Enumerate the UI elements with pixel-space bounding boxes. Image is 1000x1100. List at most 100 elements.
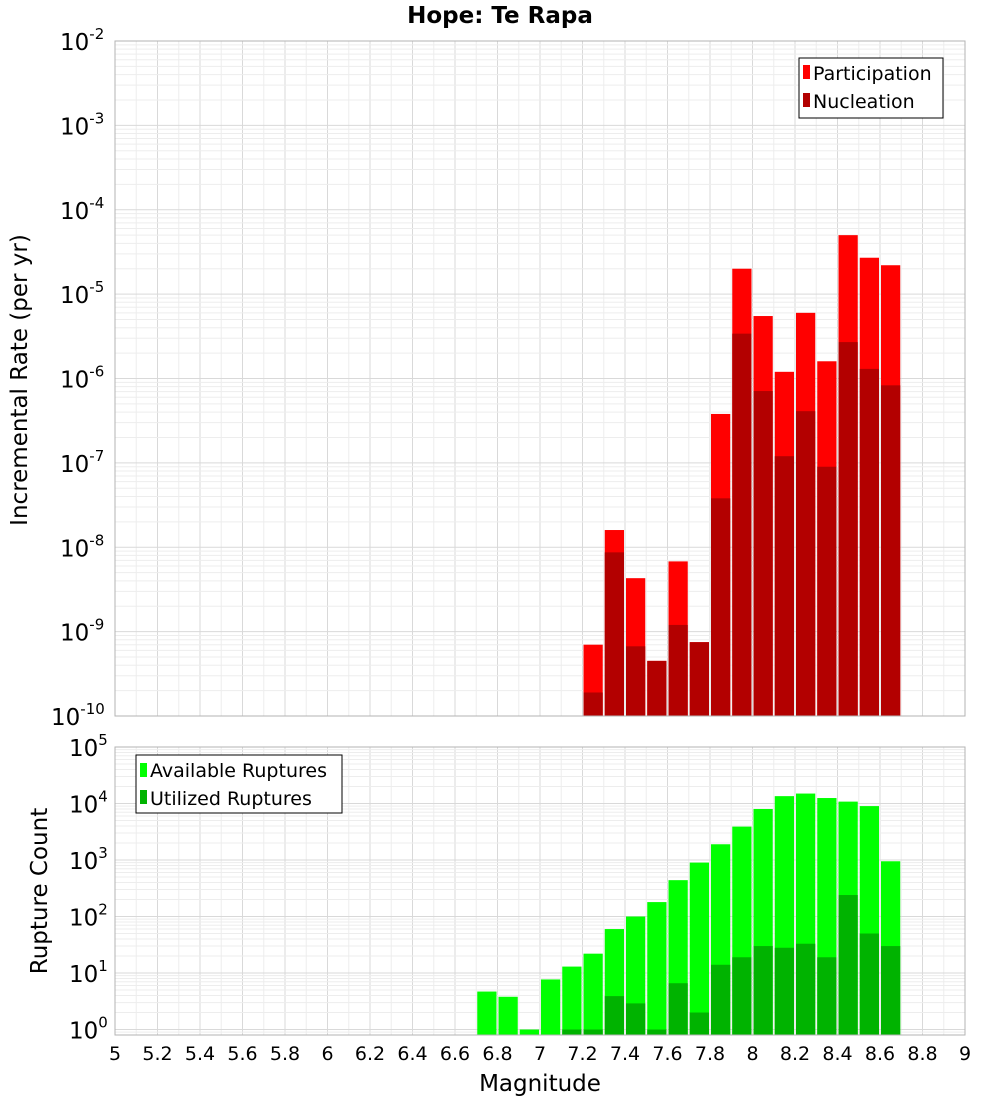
rupture-bar xyxy=(626,1003,646,1035)
rupture-bar xyxy=(711,964,731,1035)
magnitude-x-tick-labels: 5 5.2 5.4 5.6 5.8 6 6.2 6.4 6.6 6.8 7 7.2 7.4 7.6 7.8 8… xyxy=(109,1043,971,1065)
rupture-bar xyxy=(774,947,794,1035)
x-tick-label: 7.4 xyxy=(610,1043,640,1065)
rate-y-tick-label: 10-5 xyxy=(60,278,104,309)
x-tick-label: 6.6 xyxy=(440,1043,470,1065)
rate-bars xyxy=(583,235,901,716)
rupture-y-tick-label: 104 xyxy=(69,788,108,819)
rate-y-tick-labels: 10-10 10-9 10-8 10-7 10-6 10-5 10-4 10-3 10-2 xyxy=(51,25,105,731)
rate-panel: 10-10 10-9 10-8 10-7 10-6 10-5 10-4 10-3 10-2 In… xyxy=(7,25,966,731)
x-tick-label: 5.6 xyxy=(227,1043,257,1065)
rupture-bar xyxy=(817,957,837,1035)
rupture-bar xyxy=(498,996,518,1035)
rate-y-tick-label: 10-10 xyxy=(51,700,105,731)
rate-grid xyxy=(115,41,965,716)
x-tick-label: 9 xyxy=(959,1043,971,1065)
x-tick-label: 8.2 xyxy=(780,1043,810,1065)
rate-bar xyxy=(668,624,688,716)
rate-bar xyxy=(774,456,794,716)
rupture-y-tick-label: 101 xyxy=(69,957,108,988)
rupture-bar xyxy=(583,1029,603,1035)
x-tick-label: 7 xyxy=(534,1043,546,1065)
rate-bar xyxy=(647,660,667,716)
rate-y-tick-label: 10-9 xyxy=(60,616,104,647)
rate-bar xyxy=(583,692,603,716)
rate-bar xyxy=(732,333,752,716)
rupture-bar xyxy=(647,1029,667,1035)
legend-swatch-nucleation xyxy=(803,93,810,107)
rate-bar xyxy=(881,385,901,716)
x-tick-label: 8 xyxy=(746,1043,758,1065)
rate-bar xyxy=(817,466,837,716)
legend-label-nucleation: Nucleation xyxy=(813,91,915,113)
rate-legend-box xyxy=(798,57,944,119)
rate-bar xyxy=(796,411,816,716)
rate-y-tick-label: 10-2 xyxy=(60,25,104,56)
rupture-bar xyxy=(541,979,561,1035)
rupture-y-tick-label: 103 xyxy=(69,844,108,875)
x-tick-label: 6.2 xyxy=(355,1043,385,1065)
rate-y-tick-label: 10-3 xyxy=(60,109,104,140)
rupture-legend-box xyxy=(135,754,343,814)
x-tick-label: 5.8 xyxy=(270,1043,300,1065)
x-tick-label: 8.6 xyxy=(865,1043,895,1065)
rupture-bar xyxy=(859,933,879,1035)
rate-bar xyxy=(604,552,624,716)
x-tick-label: 6.4 xyxy=(397,1043,427,1065)
rupture-plot-frame xyxy=(114,746,966,1036)
rate-bar xyxy=(838,342,858,716)
rupture-count-panel: 100 101 102 103 104 105 5 5.2 5.4 5.6 5.8 6 6.2 6.4 6… xyxy=(27,731,971,1097)
x-tick-label: 8.8 xyxy=(907,1043,937,1065)
rupture-bar xyxy=(732,957,752,1035)
rupture-bar xyxy=(668,983,688,1035)
legend-label-utilized: Utilized Ruptures xyxy=(150,788,312,810)
rate-bar xyxy=(859,368,879,716)
rupture-bar xyxy=(753,946,773,1035)
rupture-y-axis-label: Rupture Count xyxy=(27,808,53,974)
rate-plot-frame xyxy=(114,40,966,717)
x-tick-label: 7.2 xyxy=(567,1043,597,1065)
legend-label-participation: Participation xyxy=(813,63,932,85)
rupture-bar xyxy=(519,1029,539,1035)
rate-y-tick-label: 10-7 xyxy=(60,447,104,478)
legend-label-available: Available Ruptures xyxy=(150,760,327,782)
rate-bar xyxy=(689,642,709,716)
rupture-bar xyxy=(689,862,709,1035)
rupture-bar xyxy=(647,902,667,1035)
legend-swatch-participation xyxy=(803,65,810,79)
rupture-legend: Available Ruptures Utilized Ruptures xyxy=(135,754,343,814)
x-tick-label: 6.8 xyxy=(482,1043,512,1065)
x-tick-label: 7.6 xyxy=(652,1043,682,1065)
x-tick-label: 8.4 xyxy=(822,1043,852,1065)
rate-bar xyxy=(711,498,731,716)
x-tick-label: 5.2 xyxy=(142,1043,172,1065)
rupture-bar xyxy=(881,946,901,1035)
rate-bar xyxy=(753,391,773,716)
rate-y-tick-label: 10-6 xyxy=(60,363,104,394)
rupture-bar xyxy=(838,895,858,1035)
x-tick-label: 5.4 xyxy=(185,1043,215,1065)
rupture-bar xyxy=(562,1029,582,1035)
rupture-bar xyxy=(796,943,816,1035)
x-axis-label: Magnitude xyxy=(479,1071,601,1097)
rupture-bars xyxy=(477,793,901,1035)
legend-swatch-utilized xyxy=(140,790,147,804)
rupture-y-tick-label: 105 xyxy=(69,731,108,762)
x-tick-label: 5 xyxy=(109,1043,121,1065)
x-tick-label: 7.8 xyxy=(695,1043,725,1065)
rate-legend: Participation Nucleation xyxy=(798,57,944,119)
rate-bar xyxy=(626,646,646,716)
legend-swatch-available xyxy=(140,763,147,777)
rupture-bar xyxy=(604,996,624,1035)
rate-y-axis-label: Incremental Rate (per yr) xyxy=(7,234,33,526)
rupture-bar xyxy=(477,991,497,1035)
rate-y-tick-label: 10-4 xyxy=(60,194,104,225)
chart-title: Hope: Te Rapa xyxy=(407,3,593,29)
x-tick-label: 6 xyxy=(321,1043,333,1065)
rupture-y-tick-label: 100 xyxy=(69,1014,108,1045)
rupture-bar xyxy=(583,953,603,1035)
rate-y-tick-label: 10-8 xyxy=(60,531,104,562)
rupture-bar xyxy=(689,1012,709,1035)
rupture-bar xyxy=(562,966,582,1035)
